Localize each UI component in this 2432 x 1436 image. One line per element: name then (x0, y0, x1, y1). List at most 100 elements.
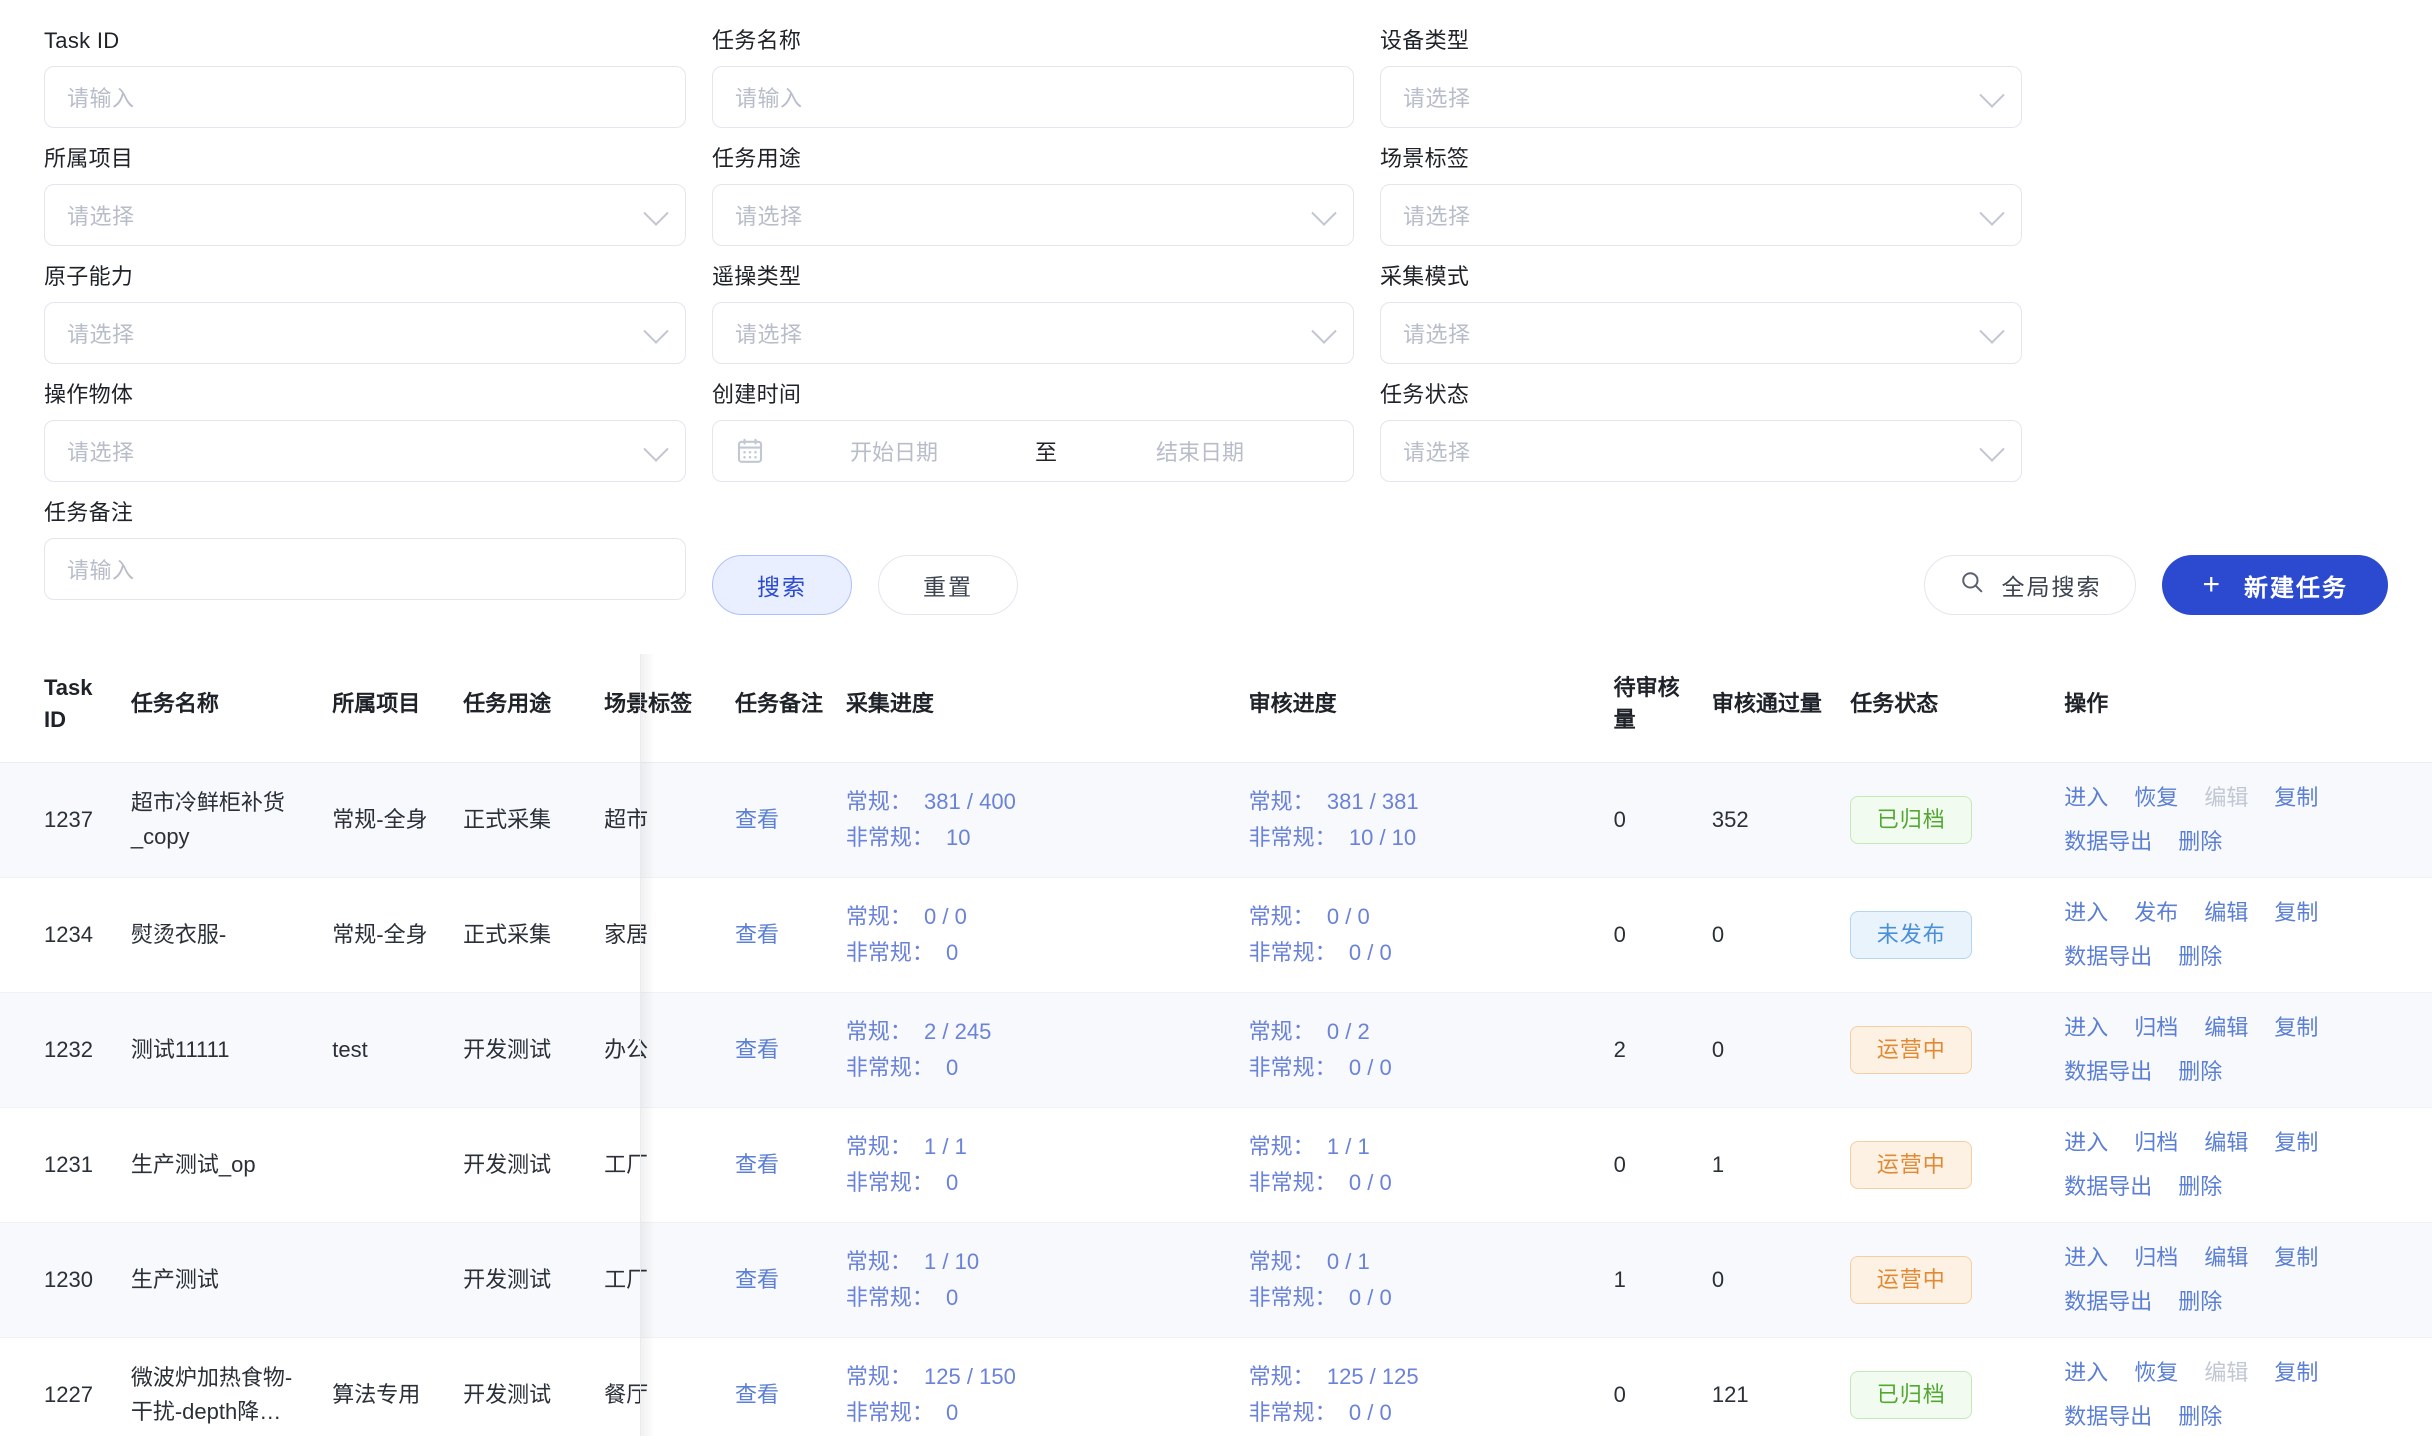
op-复制[interactable]: 复制 (2274, 900, 2319, 925)
op-复制[interactable]: 复制 (2274, 1015, 2319, 1040)
filter-field-scene-tag: 场景标签 请选择 (1380, 144, 2022, 246)
op-复制[interactable]: 复制 (2274, 785, 2319, 810)
column-header-name: 任务名称 (120, 654, 323, 763)
cell-operations: 进入 恢复 编辑 复制 数据导出 删除 (2054, 762, 2432, 878)
op-恢复[interactable]: 恢复 (2134, 1360, 2179, 1385)
filter-label-device-type: 设备类型 (1380, 28, 1470, 53)
op-删除[interactable]: 删除 (2178, 1404, 2223, 1429)
column-header-ops: 操作 (2054, 654, 2432, 763)
cell-operations: 进入 归档 编辑 复制数据导出 删除 (2054, 1222, 2432, 1338)
cell-note-view-text[interactable]: 查看 (735, 1382, 780, 1407)
operation-list: 进入 恢复 编辑 复制 数据导出 删除 (2064, 781, 2354, 859)
cell-task-name: 生产测试_op (120, 1107, 323, 1223)
select-teleop-type[interactable]: 请选择 (712, 302, 1354, 364)
cell-note-view: 查看 (725, 992, 836, 1108)
op-数据导出[interactable]: 数据导出 (2064, 1404, 2153, 1429)
table-row[interactable]: 1237 超市冷鲜柜补货_copy 常规-全身 正式采集 超市 查看 常规： 381 / 4… (0, 762, 2432, 878)
op-复制[interactable]: 复制 (2274, 1130, 2319, 1155)
op-进入[interactable]: 进入 (2064, 785, 2109, 810)
chevron-down-icon (643, 318, 669, 344)
input-task-id[interactable]: 请输入 (44, 66, 686, 128)
op-数据导出[interactable]: 数据导出 (2064, 829, 2153, 854)
cell-scene: 餐厅 (594, 1337, 726, 1436)
input-task-remark[interactable]: 请输入 (44, 538, 686, 600)
audit-abnormal: 非常规： 0 / 0 (1248, 1285, 1392, 1310)
date-start-input[interactable]: 开始日期 (849, 440, 938, 465)
cell-audit-progress: 常规： 0 / 2 非常规： 0 / 0 (1238, 992, 1604, 1108)
op-归档[interactable]: 归档 (2134, 1245, 2179, 1270)
cell-note-view-text[interactable]: 查看 (735, 807, 780, 832)
op-进入[interactable]: 进入 (2064, 1360, 2109, 1385)
placeholder-text: 请选择 (67, 204, 135, 229)
filter-label-task-status: 任务状态 (1380, 382, 1470, 407)
cell-note-view-text[interactable]: 查看 (735, 922, 780, 947)
op-数据导出[interactable]: 数据导出 (2064, 944, 2153, 969)
input-task-name[interactable]: 请输入 (712, 66, 1354, 128)
cell-pending-count: 0 (1603, 1337, 1702, 1436)
table-row[interactable]: 1230 生产测试 开发测试 工厂 查看 常规： 1 / 10 非常规： 0 常规： 0 / … (0, 1222, 2432, 1338)
op-删除[interactable]: 删除 (2178, 1289, 2223, 1314)
chevron-down-icon (643, 436, 669, 462)
date-range-picker-create-time[interactable]: 开始日期 至 结束日期 (712, 420, 1354, 482)
cell-task-name: 微波炉加热食物-干扰-depth降… (120, 1337, 323, 1436)
op-归档[interactable]: 归档 (2134, 1130, 2179, 1155)
select-scene-tag[interactable]: 请选择 (1380, 184, 2022, 246)
chevron-down-icon (1979, 436, 2005, 462)
op-删除[interactable]: 删除 (2178, 829, 2223, 854)
op-恢复[interactable]: 恢复 (2134, 785, 2179, 810)
audit-normal: 常规： 0 / 1 (1248, 1249, 1370, 1274)
cell-scene-text: 办公 (604, 1037, 649, 1062)
op-删除[interactable]: 删除 (2178, 1174, 2223, 1199)
select-device-type[interactable]: 请选择 (1380, 66, 2022, 128)
op-复制[interactable]: 复制 (2274, 1360, 2319, 1385)
table-row[interactable]: 1227 微波炉加热食物-干扰-depth降… 算法专用 开发测试 餐厅 查看 常规： 12… (0, 1337, 2432, 1436)
op-编辑[interactable]: 编辑 (2204, 1130, 2249, 1155)
op-复制[interactable]: 复制 (2274, 1245, 2319, 1270)
table-row[interactable]: 1232 测试11111 test 开发测试 办公 查看 常规： 2 / 245 非常规： 0… (0, 992, 2432, 1108)
cell-passed-count-text: 0 (1711, 922, 1725, 947)
select-capture-mode[interactable]: 请选择 (1380, 302, 2022, 364)
select-operated-object[interactable]: 请选择 (44, 420, 686, 482)
op-进入[interactable]: 进入 (2064, 1130, 2109, 1155)
table-row[interactable]: 1234 熨烫衣服- 常规-全身 正式采集 家居 查看 常规： 0 / 0 非常规： 0 常规：… (0, 877, 2432, 993)
filter-field-device-type: 设备类型 请选择 (1380, 26, 2022, 128)
cell-project (322, 1107, 454, 1223)
op-数据导出[interactable]: 数据导出 (2064, 1174, 2153, 1199)
cell-task-id-text: 1227 (44, 1382, 93, 1407)
global-search-button[interactable]: 全局搜索 (1924, 555, 2137, 615)
cell-task-id-text: 1230 (44, 1267, 93, 1292)
op-进入[interactable]: 进入 (2064, 900, 2109, 925)
op-发布[interactable]: 发布 (2134, 900, 2179, 925)
select-task-status[interactable]: 请选择 (1380, 420, 2022, 482)
op-进入[interactable]: 进入 (2064, 1015, 2109, 1040)
op-数据导出[interactable]: 数据导出 (2064, 1289, 2153, 1314)
table-row[interactable]: 1231 生产测试_op 开发测试 工厂 查看 常规： 1 / 1 非常规： 0 常规： 1 … (0, 1107, 2432, 1223)
op-编辑[interactable]: 编辑 (2204, 1015, 2249, 1040)
op-归档[interactable]: 归档 (2134, 1015, 2179, 1040)
filter-row: 任务备注 请输入 (44, 498, 2388, 600)
cell-note-view-text[interactable]: 查看 (735, 1037, 780, 1062)
cell-passed-count-text: 121 (1711, 1382, 1749, 1407)
op-编辑[interactable]: 编辑 (2204, 900, 2249, 925)
op-删除[interactable]: 删除 (2178, 1059, 2223, 1084)
select-task-usage[interactable]: 请选择 (712, 184, 1354, 246)
op-进入[interactable]: 进入 (2064, 1245, 2109, 1270)
date-end-input[interactable]: 结束日期 (1155, 440, 1244, 465)
op-数据导出[interactable]: 数据导出 (2064, 1059, 2153, 1084)
cell-usage: 开发测试 (453, 1107, 595, 1223)
cell-task-name-text: 超市冷鲜柜补货_copy (130, 790, 285, 849)
chevron-down-icon (1311, 200, 1337, 226)
select-project[interactable]: 请选择 (44, 184, 686, 246)
cell-note-view-text[interactable]: 查看 (735, 1267, 780, 1292)
op-编辑[interactable]: 编辑 (2204, 1245, 2249, 1270)
cell-note-view-text[interactable]: 查看 (735, 1152, 780, 1177)
search-button[interactable]: 搜索 (712, 555, 852, 615)
placeholder-text: 请选择 (1403, 322, 1471, 347)
op-删除[interactable]: 删除 (2178, 944, 2223, 969)
cell-collect-progress: 常规： 0 / 0 非常规： 0 (835, 877, 1239, 993)
select-atomic-capability[interactable]: 请选择 (44, 302, 686, 364)
new-task-button[interactable]: + 新建任务 (2162, 555, 2388, 615)
reset-button[interactable]: 重置 (878, 555, 1018, 615)
cell-scene-text: 餐厅 (604, 1382, 649, 1407)
filter-field-teleop-type: 遥操类型 请选择 (712, 262, 1354, 364)
